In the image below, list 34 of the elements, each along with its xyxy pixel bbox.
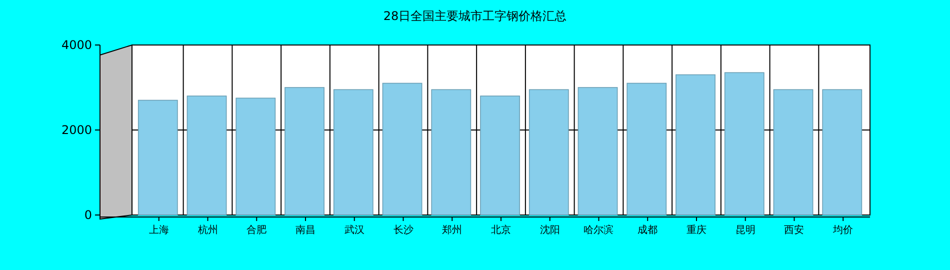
- x-tick-label: 北京: [491, 224, 511, 236]
- bar: [773, 89, 814, 216]
- bar: [724, 72, 764, 216]
- x-tick-label: 哈尔滨: [584, 224, 614, 236]
- x-tick-label: 杭州: [196, 224, 218, 236]
- y-tick-label: 4000: [61, 38, 92, 52]
- bar: [186, 96, 227, 216]
- bar: [236, 98, 276, 216]
- bar: [528, 89, 569, 216]
- bar: [284, 87, 324, 216]
- bar: [480, 96, 520, 216]
- x-tick-label: 成都: [638, 224, 658, 236]
- x-tick-label: 长沙: [393, 224, 414, 236]
- y-tick-label: 2000: [61, 123, 92, 138]
- x-tick-label: 合肥: [246, 224, 267, 236]
- x-tick-label: 昆明: [735, 225, 756, 236]
- bar: [333, 89, 374, 216]
- x-tick-label: 均价: [832, 224, 854, 236]
- bar: [822, 89, 862, 216]
- x-tick-label: 重庆: [686, 224, 706, 236]
- x-tick-label: 郑州: [442, 224, 462, 236]
- bar: [138, 100, 178, 216]
- x-tick-label: 武汉: [344, 224, 364, 236]
- bar: [676, 74, 716, 216]
- bar: [382, 82, 422, 216]
- bar: [431, 89, 472, 216]
- y-tick-label: 0: [84, 208, 92, 222]
- x-tick-label: 沈阳: [540, 224, 560, 236]
- x-tick-label: 南昌: [296, 224, 316, 236]
- bar: [578, 87, 618, 216]
- bar: [626, 82, 667, 216]
- chart-title: 28日全国主要城市工字钢价格汇总: [383, 9, 567, 23]
- x-tick-label: 西安: [784, 224, 804, 236]
- x-tick-label: 上海: [148, 224, 169, 236]
